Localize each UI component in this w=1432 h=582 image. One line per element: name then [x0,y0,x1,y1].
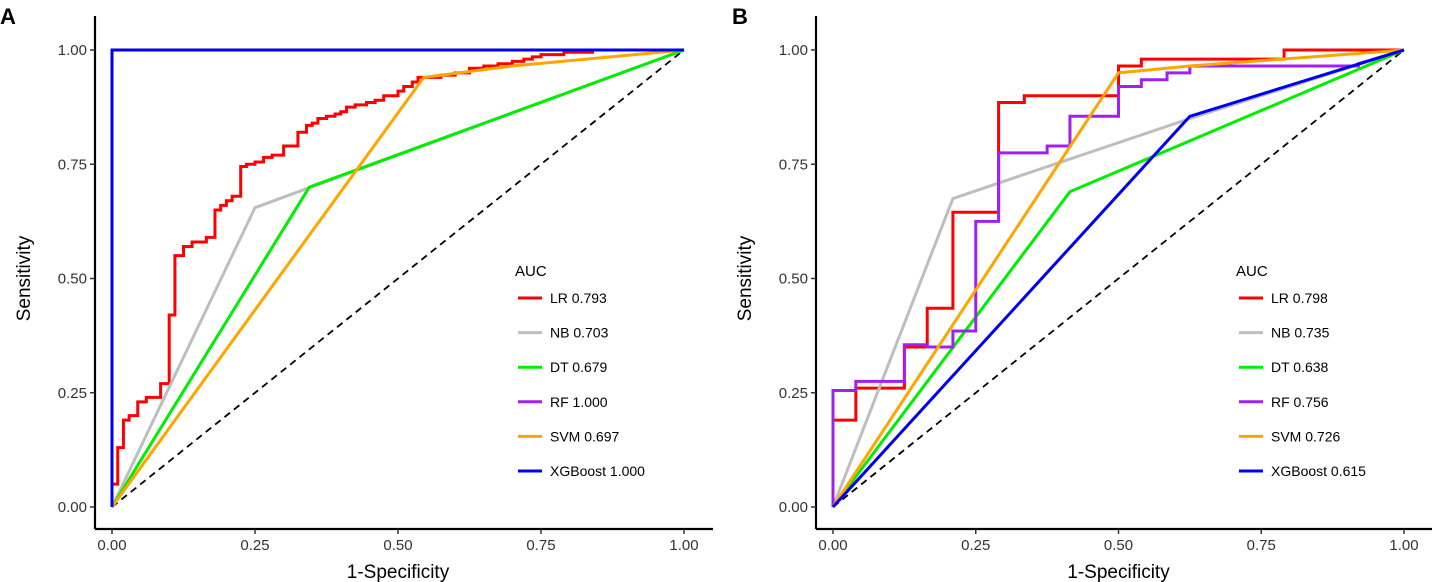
reference-diagonal-line [832,49,1405,508]
legend-label-dt: DT 0.679 [550,359,608,375]
legend-title: AUC [1236,263,1268,280]
x-tick-label: 0.50 [383,537,412,554]
roc-panel-b: B 0.00 0.25 0.50 0.75 1.00 0.00 0.25 0.50 0.75 1.0… [732,4,1432,582]
legend-label-dt: DT 0.638 [1271,359,1329,375]
legend-label-rf: RF 0.756 [1271,394,1329,410]
y-tick-label: 0.00 [58,499,87,516]
y-tick-label: 0.25 [779,385,808,402]
legend-label-xgboost: XGBoost 0.615 [1271,463,1366,479]
legend-label-lr: LR 0.793 [550,290,607,306]
legend-label-svm: SVM 0.726 [1271,428,1340,444]
roc-panel-a: A 0.00 0.25 0.50 0.75 1.00 0.00 0.25 0.50 0.75 1.0… [0,4,713,582]
roc-curve-xgboost [831,48,1405,509]
y-tick-label: 0.75 [58,156,87,173]
y-tick-label: 0.75 [779,156,808,173]
x-tick-label: 0.25 [240,537,269,554]
roc-curve-svm [110,48,685,508]
x-axis-title: 1-Specificity [1067,562,1170,582]
legend-label-lr: LR 0.798 [1271,290,1328,306]
y-tick-label: 1.00 [58,42,87,59]
y-tick-label: 0.50 [779,271,808,288]
roc-curve-xgboost [110,48,684,507]
roc-curve-dt [110,48,685,508]
panel-letter: B [732,4,748,29]
y-tick-label: 0.50 [58,271,87,288]
roc-curve-lr [110,48,622,507]
y-tick-label: 0.25 [58,385,87,402]
x-tick-label: 0.25 [961,537,990,554]
legend-label-rf: RF 1.000 [550,394,608,410]
x-tick-label: 0.75 [526,537,555,554]
legend-label-nb: NB 0.703 [550,325,609,341]
x-tick-label: 1.00 [669,537,698,554]
legend-label-svm: SVM 0.697 [550,428,619,444]
legend-label-xgboost: XGBoost 1.000 [550,463,645,479]
roc-curve-dt [831,48,1405,508]
x-axis-title: 1-Specificity [347,562,450,582]
legend-label-nb: NB 0.735 [1271,325,1330,341]
x-tick-label: 1.00 [1389,537,1418,554]
y-tick-label: 0.00 [779,499,808,516]
roc-curve-rf [831,48,1405,507]
y-axis-title: Sensitivity [735,235,756,321]
panel-letter: A [0,4,16,29]
x-tick-label: 0.00 [818,537,847,554]
y-axis-title: Sensitivity [14,235,35,321]
legend-title: AUC [515,263,547,280]
x-tick-label: 0.75 [1247,537,1276,554]
x-tick-label: 0.50 [1104,537,1133,554]
y-tick-label: 1.00 [779,42,808,59]
x-tick-label: 0.00 [97,537,126,554]
roc-curve-svm [831,48,1405,508]
reference-diagonal-line [111,49,685,508]
